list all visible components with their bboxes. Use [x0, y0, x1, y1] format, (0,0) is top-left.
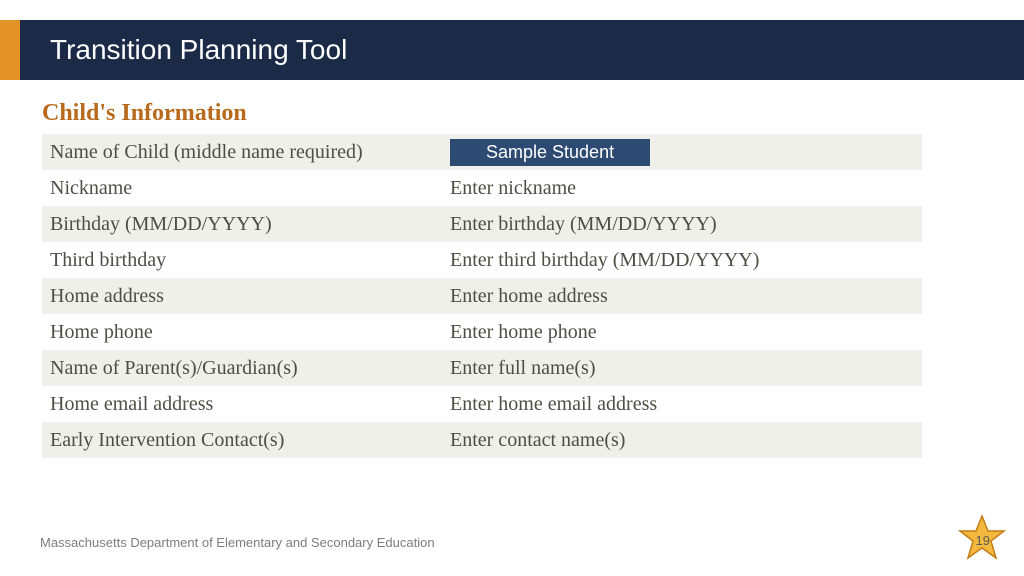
- page-title: Transition Planning Tool: [50, 34, 347, 66]
- table-row: NicknameEnter nickname: [42, 170, 922, 206]
- field-value[interactable]: Enter contact name(s): [442, 422, 922, 458]
- field-label: Name of Child (middle name required): [42, 134, 442, 170]
- section-heading: Child's Information: [42, 100, 247, 127]
- table-row: Name of Parent(s)/Guardian(s)Enter full …: [42, 350, 922, 386]
- table-row: Third birthdayEnter third birthday (MM/D…: [42, 242, 922, 278]
- field-label: Third birthday: [42, 242, 442, 278]
- field-value[interactable]: Enter third birthday (MM/DD/YYYY): [442, 242, 922, 278]
- table-row: Birthday (MM/DD/YYYY)Enter birthday (MM/…: [42, 206, 922, 242]
- field-value[interactable]: Sample Student: [442, 134, 922, 170]
- field-value[interactable]: Enter birthday (MM/DD/YYYY): [442, 206, 922, 242]
- footer-text: Massachusetts Department of Elementary a…: [40, 535, 435, 550]
- page-number: 19: [976, 533, 990, 548]
- child-info-table: Name of Child (middle name required) Samp…: [42, 134, 922, 458]
- sample-student-badge: Sample Student: [450, 139, 650, 166]
- field-value[interactable]: Enter home phone: [442, 314, 922, 350]
- table-row: Name of Child (middle name required) Samp…: [42, 134, 922, 170]
- table-row: Home phoneEnter home phone: [42, 314, 922, 350]
- field-label: Early Intervention Contact(s): [42, 422, 442, 458]
- table-row: Early Intervention Contact(s)Enter conta…: [42, 422, 922, 458]
- title-bar: Transition Planning Tool: [0, 20, 1024, 80]
- field-label: Birthday (MM/DD/YYYY): [42, 206, 442, 242]
- accent-strip: [0, 20, 20, 80]
- table-row: Home addressEnter home address: [42, 278, 922, 314]
- field-value[interactable]: Enter nickname: [442, 170, 922, 206]
- field-label: Name of Parent(s)/Guardian(s): [42, 350, 442, 386]
- table-row: Home email addressEnter home email addre…: [42, 386, 922, 422]
- field-value[interactable]: Enter home address: [442, 278, 922, 314]
- field-label: Nickname: [42, 170, 442, 206]
- field-label: Home address: [42, 278, 442, 314]
- field-label: Home email address: [42, 386, 442, 422]
- field-label: Home phone: [42, 314, 442, 350]
- field-value[interactable]: Enter home email address: [442, 386, 922, 422]
- field-value[interactable]: Enter full name(s): [442, 350, 922, 386]
